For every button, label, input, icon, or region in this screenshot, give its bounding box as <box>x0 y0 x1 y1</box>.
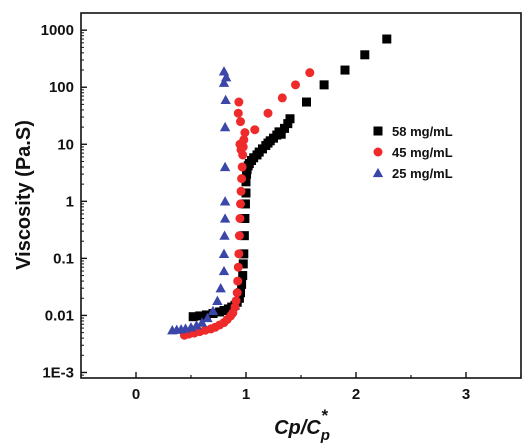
data-point <box>240 199 250 209</box>
series-2 <box>167 66 232 335</box>
data-point <box>219 161 231 172</box>
y-tick-label: 1 <box>66 193 74 210</box>
data-point <box>238 259 248 269</box>
data-point <box>305 68 315 78</box>
data-point <box>234 97 244 107</box>
x-axis-title-main: Cp/C <box>274 417 321 439</box>
legend: 58 mg/mL 45 mg/mL 25 mg/mL <box>372 124 453 181</box>
data-point <box>285 114 295 124</box>
data-point <box>340 65 350 75</box>
plot-area <box>80 12 522 379</box>
data-point <box>236 117 245 127</box>
data-point <box>218 66 230 76</box>
data-point <box>237 162 247 172</box>
x-axis-title: Cp/Cp * <box>274 406 330 444</box>
data-point <box>218 77 230 87</box>
y-axis: 1E-3 0.01 0.1 1 10 100 1000 <box>41 12 87 381</box>
data-point <box>232 288 242 298</box>
data-point <box>234 249 244 259</box>
data-point <box>236 186 246 196</box>
plot-frame <box>80 12 522 379</box>
data-point <box>231 296 241 306</box>
data-point <box>242 169 252 179</box>
y-tick-label: 1000 <box>41 22 74 39</box>
data-point <box>276 129 286 139</box>
x-tick-label: 2 <box>352 386 360 403</box>
data-point <box>218 265 230 276</box>
y-tick-label: 100 <box>49 79 74 96</box>
data-point <box>219 121 231 132</box>
data-point <box>233 108 243 118</box>
data-point <box>207 305 219 316</box>
data-point <box>219 196 231 206</box>
legend-label: 58 mg/mL <box>392 124 453 139</box>
y-tick-label: 0.01 <box>45 307 74 324</box>
legend-label: 25 mg/mL <box>392 166 453 181</box>
data-point <box>239 231 249 241</box>
data-point <box>240 128 250 138</box>
data-point <box>233 276 243 286</box>
data-point <box>263 108 273 118</box>
data-point <box>236 145 246 155</box>
data-point <box>360 50 370 60</box>
data-point <box>196 317 208 327</box>
legend-marker <box>373 147 383 157</box>
data-point <box>291 80 300 90</box>
data-point <box>250 125 260 135</box>
data-point <box>188 312 198 322</box>
y-tick-label: 0.1 <box>53 250 74 267</box>
data-point <box>236 199 245 209</box>
x-tick-label: 3 <box>462 386 470 403</box>
data-point <box>202 312 213 323</box>
data-point <box>235 213 245 223</box>
data-points <box>167 34 392 340</box>
data-point <box>219 213 231 223</box>
data-point <box>220 94 231 105</box>
data-point <box>280 123 289 133</box>
series-1 <box>179 68 315 340</box>
series-0 <box>188 34 392 322</box>
data-point <box>219 230 230 240</box>
data-point <box>237 279 247 289</box>
data-point <box>283 119 293 129</box>
data-point <box>238 271 248 281</box>
data-point <box>239 249 249 259</box>
y-axis-title: Viscosity (Pa.S) <box>13 120 35 270</box>
x-tick-label: 0 <box>132 386 140 403</box>
data-point <box>195 311 205 321</box>
y-tick-label: 1E-3 <box>42 364 74 381</box>
data-point <box>218 248 230 258</box>
x-axis: 0 1 2 3 <box>80 372 522 403</box>
data-point <box>215 283 226 293</box>
x-axis-title-subscript: p <box>320 427 330 444</box>
data-point <box>382 34 392 44</box>
data-point <box>234 231 244 241</box>
y-tick-label: 10 <box>57 136 74 153</box>
data-point <box>191 320 202 330</box>
data-point <box>241 177 251 187</box>
legend-marker <box>372 167 384 178</box>
data-point <box>212 295 223 305</box>
legend-label: 45 mg/mL <box>392 145 453 160</box>
x-tick-label: 1 <box>242 386 250 403</box>
data-point <box>302 97 311 107</box>
data-point <box>233 262 243 272</box>
data-point <box>319 80 329 90</box>
data-point <box>277 93 287 103</box>
data-point <box>237 174 247 184</box>
data-point <box>240 213 250 223</box>
x-axis-title-superscript: * <box>321 406 329 425</box>
data-point <box>241 188 251 198</box>
legend-marker <box>373 126 383 136</box>
